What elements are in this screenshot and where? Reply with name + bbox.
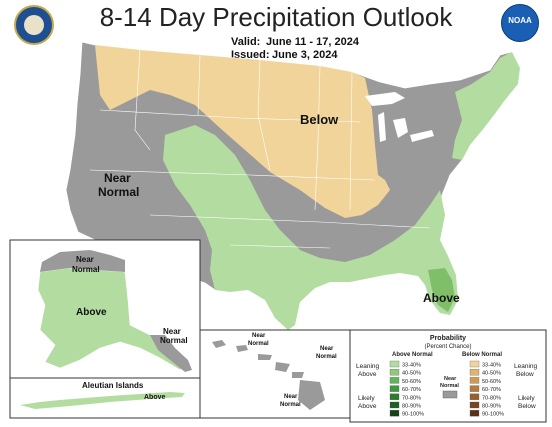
hi-near-b-1: Near (320, 346, 334, 352)
legend-above-level: 80-90% (402, 404, 421, 410)
doc-seal-logo (14, 5, 54, 45)
legend-near-1: Near (444, 376, 457, 382)
legend-likely-below-1: Likely (518, 395, 535, 402)
valid-value: June 11 - 17, 2024 (266, 36, 359, 48)
se-ak-near-label-1: Near (163, 327, 181, 336)
legend-above-header: Above Normal (392, 352, 433, 358)
legend: Probability (Percent Chance) Above Norma… (349, 329, 547, 423)
legend-below-swatch (469, 377, 480, 384)
noaa-logo-text: NOAA (508, 16, 532, 25)
above-40-50-florida (428, 268, 455, 312)
legend-near-2: Normal (440, 383, 459, 389)
aleutian-title: Aleutian Islands (82, 381, 144, 390)
hi-near-b-2: Normal (316, 354, 337, 360)
above-normal-region-central (163, 125, 458, 330)
alaska-above-region (37, 267, 186, 371)
legend-above-swatch (389, 360, 400, 368)
legend-below-swatch (469, 369, 480, 376)
legend-above-swatch (389, 393, 400, 400)
legend-below-level: 80-90% (482, 404, 501, 410)
legend-leaning-below-1: Leaning (514, 363, 538, 370)
legend-likely-above-1: Likely (358, 395, 375, 402)
map-title: 8-14 Day Precipitation Outlook (99, 2, 453, 32)
below-label: Below (300, 112, 339, 127)
legend-above-level: 33-40% (402, 363, 421, 369)
legend-below-swatch (469, 393, 480, 400)
legend-above-level: 70-80% (402, 395, 421, 401)
legend-above-swatch (389, 410, 400, 417)
noaa-logo: NOAA (501, 4, 539, 42)
legend-below-level: 33-40% (482, 363, 501, 369)
se-ak-near-label-2: Normal (160, 336, 188, 345)
legend-leaning-below-2: Below (516, 371, 534, 378)
legend-frame (349, 329, 547, 423)
legend-above-swatch (389, 385, 400, 392)
state-boundaries (89, 49, 431, 249)
legend-leaning-above-1: Leaning (356, 363, 380, 370)
legend-below-header: Below Normal (462, 352, 502, 358)
legend-title-1: Probability (430, 335, 466, 342)
legend-below-swatch (469, 360, 480, 368)
legend-likely-below-2: Below (518, 403, 536, 410)
legend-above-swatch (389, 401, 400, 409)
legend-rows: 33-40% 33-40% 40-50% 40-50% 50-60% 50-60% 60-7… (389, 360, 504, 418)
legend-title-2: (Percent Chance) (424, 344, 471, 350)
legend-below-swatch (469, 410, 480, 417)
legend-above-swatch (389, 377, 400, 384)
legend-above-level: 90-100% (402, 412, 424, 418)
above-normal-region-northeast (452, 52, 520, 160)
legend-leaning-above-2: Above (358, 371, 377, 378)
near-normal-west-label-2: Normal (98, 185, 139, 199)
aleutian-above-label: Above (144, 394, 166, 401)
legend-below-level: 40-50% (482, 371, 501, 377)
ak-above-label: Above (76, 307, 107, 318)
hi-near-a-2: Normal (248, 341, 269, 347)
legend-below-level: 90-100% (482, 412, 504, 418)
hi-near-a-1: Near (252, 333, 266, 339)
issued-value: June 3, 2024 (272, 49, 338, 61)
hi-near-c-2: Normal (280, 402, 301, 408)
legend-near-swatch (442, 390, 458, 399)
legend-above-level: 60-70% (402, 387, 421, 393)
hi-near-c-1: Near (284, 394, 298, 400)
legend-below-level: 60-70% (482, 387, 501, 393)
legend-below-swatch (469, 401, 480, 409)
above-florida-label: Above (423, 291, 460, 305)
ak-near-label-1: Near (76, 255, 94, 264)
valid-label: Valid: (231, 36, 261, 48)
legend-below-swatch (469, 385, 480, 392)
legend-above-swatch (389, 369, 400, 376)
legend-likely-above-2: Above (358, 403, 377, 410)
legend-above-level: 40-50% (402, 371, 421, 377)
legend-below-level: 50-60% (482, 379, 501, 385)
se-alaska-near-normal (150, 335, 192, 372)
seal-inner-icon (24, 15, 44, 35)
near-normal-west-label-1: Near (104, 171, 131, 185)
legend-below-level: 70-80% (482, 395, 501, 401)
great-lakes (365, 92, 434, 142)
ak-near-label-2: Normal (72, 265, 100, 274)
legend-above-level: 50-60% (402, 379, 421, 385)
hawaii-islands (212, 340, 325, 410)
aleutian-islands (20, 392, 185, 409)
alaska-near-normal-north (40, 250, 125, 272)
